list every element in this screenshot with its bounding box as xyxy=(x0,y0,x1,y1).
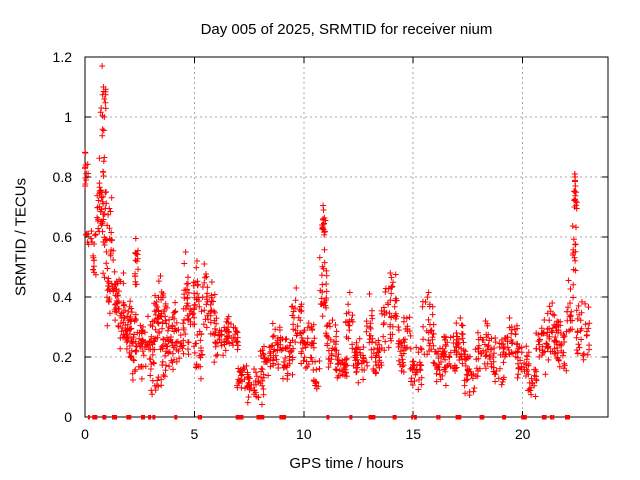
scatter-points xyxy=(82,63,593,408)
zero-value-marker xyxy=(522,415,527,420)
zero-value-marker xyxy=(413,415,417,420)
zero-value-marker xyxy=(544,415,547,420)
zero-value-marker xyxy=(256,415,262,420)
zero-value-marker xyxy=(392,415,397,420)
y-tick-label: 0.4 xyxy=(52,289,72,305)
zero-value-marker xyxy=(521,415,525,420)
zero-value-marker xyxy=(482,415,485,420)
zero-value-marker xyxy=(239,415,244,420)
x-tick-label: 0 xyxy=(81,426,89,442)
zero-value-marker xyxy=(541,415,545,420)
zero-value-marker xyxy=(411,415,414,420)
zero-value-marker xyxy=(141,415,145,420)
zero-value-marker xyxy=(126,415,132,420)
zero-value-marker xyxy=(455,415,461,420)
zero-value-marker xyxy=(459,415,462,420)
x-tick-label: 10 xyxy=(296,426,312,442)
zero-value-marker xyxy=(112,415,117,420)
zero-value-marker xyxy=(260,415,265,420)
y-tick-label: 0.2 xyxy=(52,349,72,365)
zero-value-marker xyxy=(372,415,376,420)
x-tick-label: 15 xyxy=(405,426,422,442)
zero-value-marker xyxy=(349,415,353,420)
zero-value-marker xyxy=(279,415,285,420)
y-tick-label: 0.6 xyxy=(52,229,72,245)
zero-value-marker xyxy=(87,415,90,420)
zero-value-marker xyxy=(326,415,330,420)
zero-value-marker xyxy=(438,415,441,420)
zero-value-marker xyxy=(552,415,555,420)
chart-title: Day 005 of 2025, SRMTID for receiver niu… xyxy=(200,21,493,38)
zero-value-marker xyxy=(152,415,156,420)
y-tick-label: 1.2 xyxy=(52,49,72,65)
y-tick-label: 0 xyxy=(64,409,72,425)
zero-value-marker xyxy=(436,415,439,420)
zero-value-marker xyxy=(502,415,507,420)
zero-value-marker xyxy=(550,415,553,420)
y-tick-label: 1 xyxy=(64,109,72,125)
zero-value-marker xyxy=(197,415,200,420)
x-tick-label: 5 xyxy=(190,426,199,442)
zero-value-marker xyxy=(235,415,241,420)
x-axis-label: GPS time / hours xyxy=(289,455,404,472)
zero-value-marker xyxy=(92,415,98,420)
zero-value-marker xyxy=(174,415,178,420)
zero-value-marker xyxy=(565,415,570,420)
zero-value-marker xyxy=(200,415,202,420)
y-tick-label: 0.8 xyxy=(52,169,72,185)
zero-value-marker xyxy=(479,415,483,420)
zero-value-marker xyxy=(368,415,373,420)
x-tick-label: 20 xyxy=(514,426,531,442)
zero-value-marker xyxy=(102,415,107,420)
zero-value-marker xyxy=(283,415,287,420)
zero-value-marker xyxy=(148,415,152,420)
